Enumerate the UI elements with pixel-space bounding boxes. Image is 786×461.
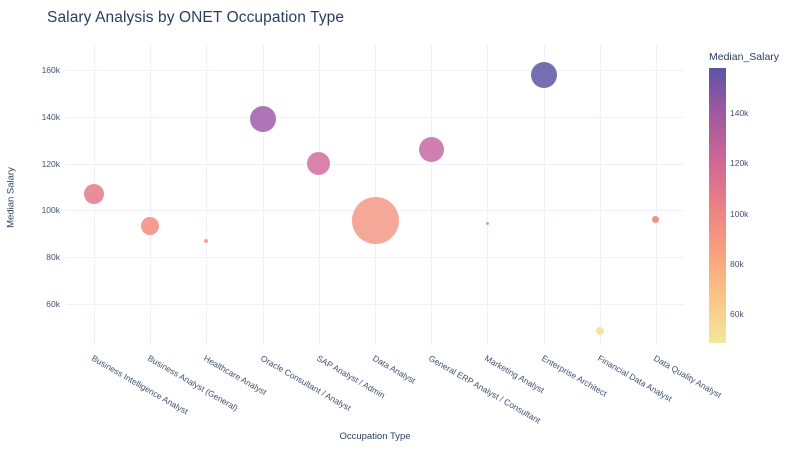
- x-axis-title: Occupation Type: [339, 431, 411, 442]
- x-tick-label-data-analyst: Data Analyst: [371, 353, 418, 386]
- gridline-v: [543, 45, 545, 345]
- gridline-v: [655, 45, 657, 345]
- gridline-v: [599, 45, 601, 345]
- bubble-enterprise-architect[interactable]: [530, 61, 557, 88]
- gridline-v: [262, 45, 264, 345]
- y-tick-label: 60k: [46, 299, 60, 309]
- y-tick-label: 100k: [41, 205, 60, 216]
- bubble-marketing-analyst[interactable]: [485, 221, 489, 225]
- x-tick-label-oracle-consultant-analyst: Oracle Consultant / Analyst: [258, 353, 353, 413]
- gridline-v: [150, 45, 152, 345]
- chart-title: Salary Analysis by ONET Occupation Type: [47, 9, 345, 26]
- bubble-business-analyst-general[interactable]: [141, 216, 160, 235]
- bubble-business-intelligence-analyst[interactable]: [84, 184, 105, 205]
- bubble-financial-data-analyst[interactable]: [595, 326, 604, 335]
- colorbar-tick-label: 120k: [730, 158, 749, 169]
- colorbar-gradient: [709, 68, 726, 343]
- bubble-sap-analyst-admin[interactable]: [307, 152, 331, 176]
- bubble-general-erp-analyst-consultant[interactable]: [418, 137, 444, 163]
- x-tick-label-business-intelligence-analyst: Business Intelligence Analyst: [90, 353, 191, 417]
- bubble-oracle-consultant-analyst[interactable]: [249, 106, 276, 133]
- colorbar-tick-label: 140k: [730, 108, 749, 119]
- gridline-v: [375, 45, 376, 345]
- gridline-v: [318, 45, 320, 345]
- colorbar-tick-label: 60k: [730, 309, 744, 320]
- y-tick-label: 80k: [46, 252, 60, 263]
- y-tick-label: 120k: [41, 158, 60, 169]
- gridline-v: [206, 45, 208, 345]
- y-tick-label: 160k: [41, 65, 60, 75]
- bubble-data-analyst[interactable]: [351, 197, 399, 245]
- gridline-v: [431, 45, 433, 345]
- colorbar-title: Median_Salary: [709, 51, 780, 63]
- bubble-healthcare-analyst[interactable]: [204, 238, 209, 243]
- y-tick-label: 140k: [41, 111, 60, 122]
- x-tick-label-general-erp-analyst-consultant: General ERP Analyst / Consultant: [427, 353, 543, 426]
- x-tick-label-business-analyst-general: Business Analyst (General): [146, 353, 241, 413]
- bubble-data-quality-analyst[interactable]: [652, 216, 660, 224]
- gridline-v: [487, 45, 489, 345]
- colorbar-tick-label: 80k: [730, 258, 744, 269]
- colorbar-tick-label: 100k: [730, 208, 749, 219]
